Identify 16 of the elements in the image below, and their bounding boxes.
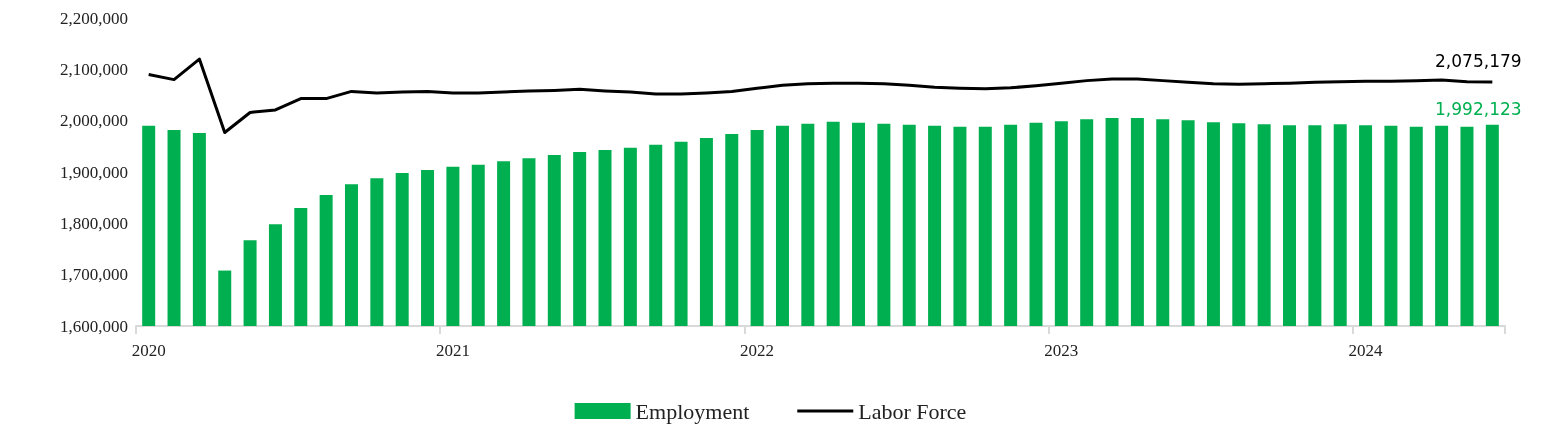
x-tick-label: 2021: [435, 341, 470, 360]
y-tick-label: 2,100,000: [60, 59, 128, 79]
x-tick-label: 2024: [1348, 341, 1384, 360]
x-tick-label: 2023: [1044, 341, 1079, 360]
y-tick-label: 1,600,000: [60, 316, 128, 336]
y-tick-label: 2,000,000: [60, 111, 128, 131]
y-tick-label: 1,800,000: [60, 213, 128, 233]
data-label: 1,992,123: [1435, 99, 1522, 120]
data-label: 2,075,179: [1435, 50, 1522, 71]
legend-label: Labor Force: [858, 398, 967, 424]
legend-label: Employment: [635, 398, 750, 424]
x-tick-label: 2022: [740, 341, 775, 360]
x-tick-label: 2020: [131, 341, 166, 360]
y-tick-label: 1,900,000: [60, 162, 128, 182]
y-tick-label: 2,200,000: [60, 8, 128, 28]
y-tick-label: 1,700,000: [60, 265, 128, 285]
